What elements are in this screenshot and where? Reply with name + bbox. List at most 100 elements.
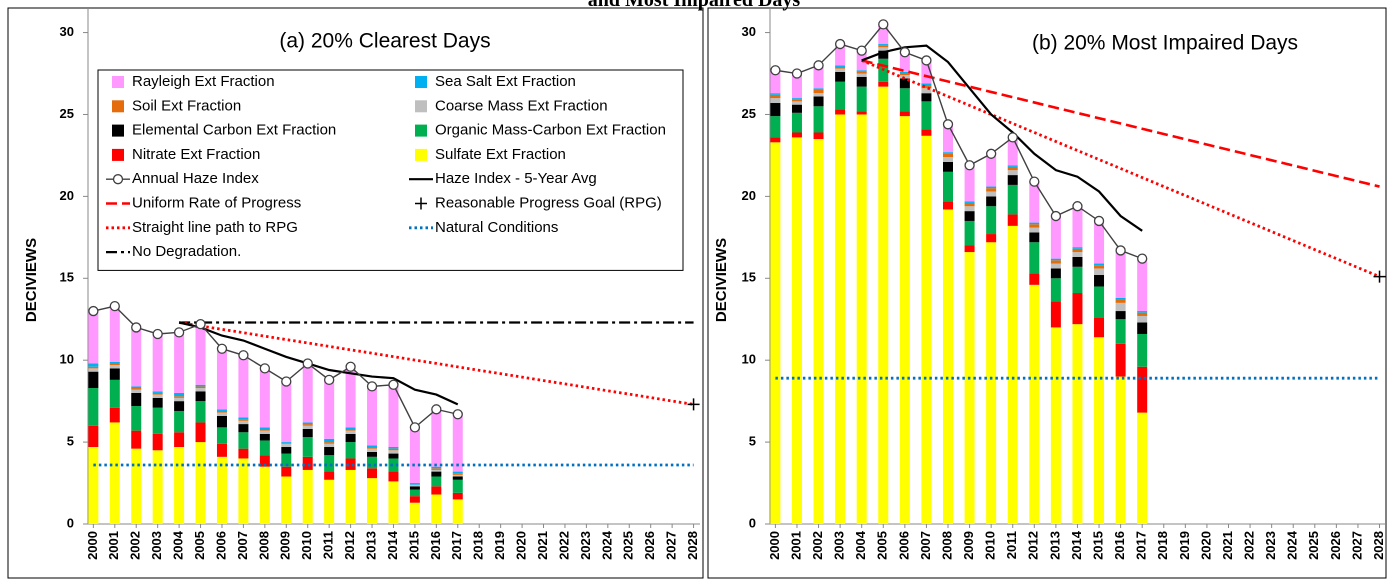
bar-segment	[324, 438, 335, 443]
bar-segment	[986, 234, 997, 243]
bar-segment	[813, 89, 824, 94]
bar-segment	[964, 211, 975, 221]
y-tick-label: 5	[67, 434, 74, 449]
bar-segment	[964, 245, 975, 253]
bar-segment	[109, 363, 120, 366]
bar-segment	[324, 442, 335, 444]
bar-segment	[281, 453, 292, 467]
bar-segment	[195, 422, 206, 443]
bar-segment	[238, 458, 249, 524]
bar-segment	[109, 306, 120, 362]
bar-segment	[856, 73, 867, 77]
bar-segment	[1137, 366, 1148, 413]
y-tick-label: 20	[742, 188, 756, 203]
legend-label: Organic Mass-Carbon Ext Fraction	[435, 122, 666, 139]
bar-segment	[1072, 293, 1083, 325]
bar-segment	[195, 442, 206, 524]
bar-segment	[388, 458, 399, 472]
bar-segment	[1094, 275, 1105, 287]
x-tick-label: 2024	[599, 530, 614, 560]
point	[1115, 245, 1126, 256]
x-tick-label: 2015	[406, 531, 421, 560]
legend-label: Sulfate Ext Fraction	[435, 146, 566, 163]
bar-segment	[1050, 278, 1061, 302]
bar-segment	[878, 86, 889, 524]
bar-segment	[1007, 170, 1018, 176]
bar-segment	[452, 474, 463, 477]
bar-segment	[259, 466, 270, 524]
x-tick-label: 2009	[278, 531, 293, 560]
y-tick-label: 10	[742, 352, 756, 367]
bar-segment	[1029, 242, 1040, 274]
legend-swatch	[415, 100, 427, 113]
bar-segment	[88, 363, 99, 367]
bar-segment	[152, 433, 163, 451]
x-tick-label: 2028	[1371, 531, 1386, 560]
y-tick-label: 20	[60, 188, 74, 203]
bar-segment	[131, 430, 142, 449]
x-tick-label: 2001	[788, 531, 803, 560]
bar-segment	[1029, 224, 1040, 228]
x-tick-label: 2011	[321, 531, 336, 559]
bar-segment	[835, 44, 846, 66]
bar-segment	[813, 88, 824, 90]
bar-segment	[1050, 301, 1061, 328]
bar-segment	[964, 220, 975, 246]
x-tick-label: 2025	[621, 531, 636, 560]
bar-segment	[88, 366, 99, 369]
bar-segment	[409, 489, 420, 497]
point	[409, 422, 421, 433]
legend-box	[97, 69, 684, 271]
bar-segment	[770, 116, 781, 138]
bar-segment	[1094, 286, 1105, 318]
series-line	[178, 321, 459, 406]
bar-segment	[109, 422, 120, 524]
bar-segment	[281, 442, 292, 444]
bar-segment	[1050, 258, 1061, 261]
point	[238, 350, 249, 361]
bar-segment	[921, 83, 932, 85]
x-tick-label: 2014	[385, 530, 400, 560]
bar-segment	[1072, 256, 1083, 267]
bar-segment	[388, 471, 399, 482]
bar-segment	[131, 386, 142, 389]
bar-segment	[131, 406, 142, 431]
point	[1072, 201, 1083, 212]
bar-segment	[1137, 333, 1148, 367]
panel-title: (a) 20% Clearest Days	[279, 30, 490, 53]
bar-segment	[238, 420, 249, 425]
x-tick-label: 2002	[810, 531, 825, 560]
x-tick-label: 2014	[1069, 530, 1084, 560]
bar-segment	[1137, 258, 1148, 312]
x-tick-label: 2021	[535, 531, 550, 560]
bar-segment	[791, 73, 802, 99]
y-tick-label: 25	[742, 106, 756, 121]
bar-segment	[856, 114, 867, 524]
bar-segment	[1029, 222, 1040, 225]
point	[324, 374, 335, 385]
bar-segment	[388, 447, 399, 449]
bar-segment	[409, 486, 420, 490]
bar-segment	[856, 71, 867, 74]
bar-segment	[259, 430, 270, 434]
bar-segment	[409, 427, 420, 484]
bar-segment	[1007, 165, 1018, 167]
bar-segment	[921, 84, 932, 89]
legend-swatch	[112, 76, 124, 88]
bar-segment	[1050, 268, 1061, 279]
bar-segment	[216, 412, 227, 416]
x-tick-label: 2013	[363, 531, 378, 560]
bar-segment	[238, 419, 249, 421]
bar-segment	[345, 366, 356, 428]
bar-segment	[1115, 343, 1126, 377]
bar-segment	[964, 206, 975, 212]
bar-segment	[1072, 247, 1083, 249]
point	[878, 19, 889, 30]
bar-segment	[431, 466, 442, 469]
bar-segment	[1094, 268, 1105, 276]
point	[366, 381, 378, 392]
bar-segment	[791, 98, 802, 100]
point	[88, 305, 99, 317]
point	[431, 404, 442, 415]
bar-segment	[878, 45, 889, 48]
